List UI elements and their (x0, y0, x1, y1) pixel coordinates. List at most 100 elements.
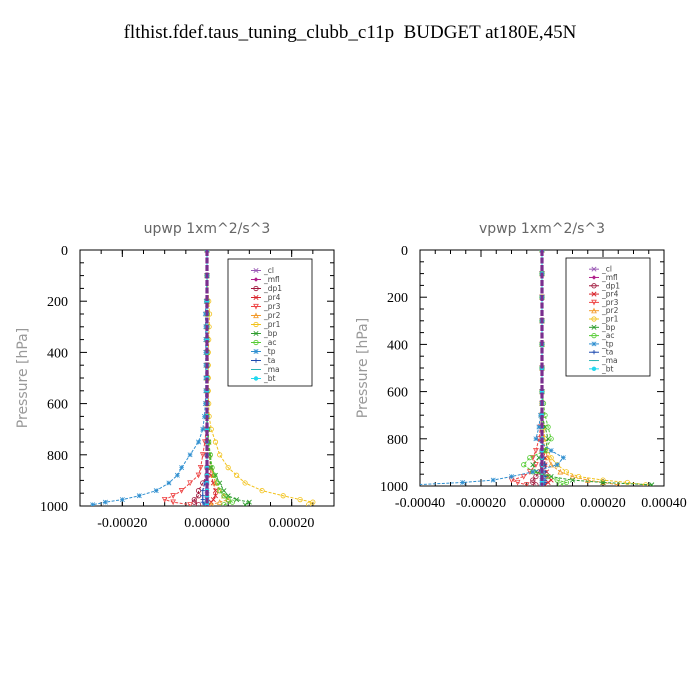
x-tick-label: 0.00040 (641, 496, 687, 511)
legend-marker (253, 303, 259, 310)
data-point (179, 465, 185, 471)
legend-label: _ta (263, 356, 275, 365)
data-point (548, 448, 554, 454)
data-point (460, 479, 466, 485)
data-point (563, 479, 570, 486)
data-point (600, 479, 606, 485)
x-tick-label: -0.00040 (395, 496, 445, 511)
legend-label: _ac (601, 331, 614, 340)
legend-label: _bt (263, 374, 276, 383)
data-point (90, 502, 96, 506)
data-point (201, 413, 207, 419)
legend-marker (591, 283, 597, 289)
data-point (536, 424, 542, 430)
data-point (187, 480, 193, 487)
data-point (225, 464, 231, 471)
legend-label: _pr1 (601, 315, 619, 324)
legend-label: _ma (263, 365, 280, 374)
legend-marker (253, 339, 259, 346)
series-line-pr3 (163, 250, 208, 506)
legend: _cl_mfl_dp1_pr4_pr3_pr2_pr1_bp_ac_tp_ta_… (227, 258, 313, 387)
legend-label: _dp1 (601, 281, 620, 290)
data-point (214, 480, 221, 486)
data-point (161, 497, 168, 503)
y-tick-label: 0 (61, 244, 68, 259)
legend-marker (253, 330, 259, 337)
data-point (234, 497, 240, 503)
data-point (212, 472, 218, 478)
data-point (520, 473, 527, 480)
data-point (280, 493, 286, 499)
data-point (554, 462, 560, 468)
series-group (412, 250, 655, 487)
panel-title: upwp 1xm^2/s^3 (144, 221, 271, 237)
data-point (166, 480, 172, 486)
data-point (643, 482, 649, 486)
legend-marker (591, 366, 597, 372)
legend-label: _pr3 (263, 302, 281, 311)
data-point (649, 482, 655, 486)
data-point (225, 496, 231, 503)
y-tick-label: 400 (47, 346, 68, 361)
data-point (200, 488, 205, 493)
data-point (584, 477, 591, 483)
legend-marker (591, 275, 597, 280)
legend-marker (591, 291, 597, 297)
panel-title: vpwp 1xm^2/s^3 (479, 221, 605, 237)
data-point (616, 481, 621, 486)
legend-label: _mfl (601, 273, 618, 282)
data-point (200, 426, 206, 432)
data-point (174, 472, 180, 478)
data-point (533, 482, 539, 486)
data-point (545, 479, 551, 485)
legend-marker (591, 350, 597, 355)
legend-marker (253, 312, 259, 319)
data-point (530, 462, 536, 468)
y-tick-label: 600 (47, 398, 68, 413)
y-axis-label: Pressure [hPa] (15, 328, 31, 428)
legend-label: _cl (601, 265, 612, 274)
data-point (306, 502, 312, 506)
legend-marker (591, 324, 597, 330)
data-point (212, 493, 218, 499)
legend-marker (591, 307, 597, 314)
data-point (259, 488, 265, 494)
data-point (225, 493, 231, 499)
data-point (557, 468, 564, 475)
vpwp-panel: vpwp 1xm^2/s^3 Pressure [hPa] 0 200 400 600 80… (355, 221, 687, 511)
legend-marker (591, 316, 597, 322)
legend-marker (253, 358, 259, 363)
data-point (297, 496, 303, 503)
data-point (490, 477, 496, 483)
data-point (221, 488, 227, 494)
data-point (554, 477, 560, 483)
data-point (575, 473, 582, 480)
y-tick-label: 800 (47, 449, 68, 464)
data-point (523, 482, 530, 486)
series-group (90, 250, 316, 506)
legend-label: _pr4 (601, 290, 619, 299)
y-tick-label: 1000 (380, 480, 408, 495)
series-line-tp (92, 250, 208, 506)
legend-label: _bp (601, 323, 616, 332)
data-point (195, 502, 202, 506)
data-point (199, 452, 206, 458)
x-tick-label: 0.00000 (519, 496, 565, 511)
data-point (178, 488, 185, 494)
data-point (412, 483, 416, 487)
legend-label: _dp1 (263, 284, 282, 293)
legend-label: _ma (601, 356, 618, 365)
data-point (229, 499, 235, 505)
legend-label: _pr4 (263, 293, 281, 302)
data-point (212, 488, 218, 494)
y-tick-label: 400 (387, 338, 408, 353)
data-point (548, 455, 554, 461)
data-point (548, 436, 554, 442)
data-point (530, 477, 536, 483)
data-point (153, 488, 159, 494)
data-point (509, 474, 514, 480)
data-point (187, 452, 193, 458)
data-point (216, 499, 223, 505)
legend-label: _pr1 (263, 320, 281, 329)
